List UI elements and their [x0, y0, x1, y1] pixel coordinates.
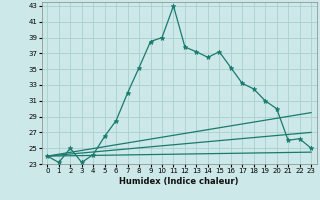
- X-axis label: Humidex (Indice chaleur): Humidex (Indice chaleur): [119, 177, 239, 186]
